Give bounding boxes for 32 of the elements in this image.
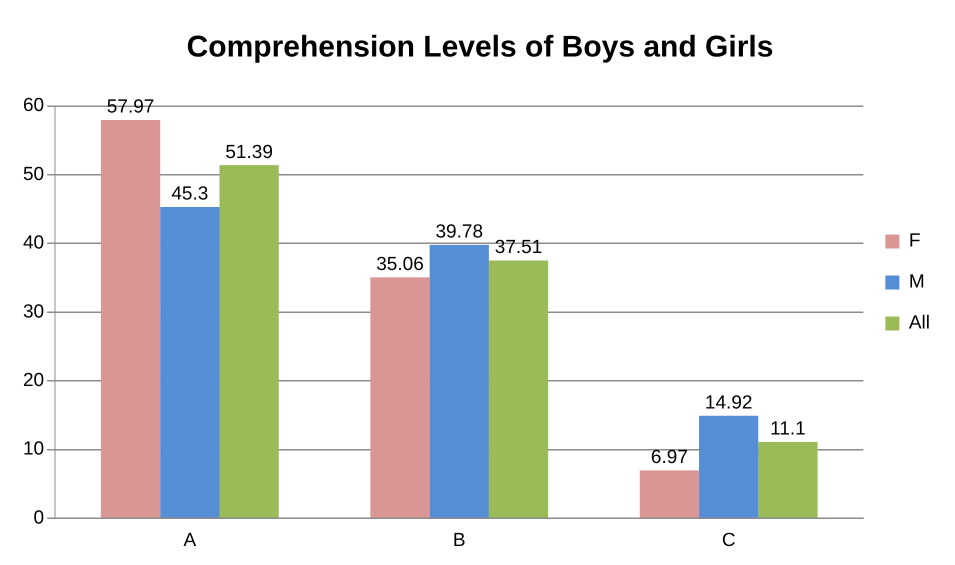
data-label: 37.51 bbox=[494, 237, 542, 258]
bar bbox=[370, 277, 430, 518]
bar bbox=[430, 244, 489, 518]
bar bbox=[488, 260, 548, 518]
x-tick-label: A bbox=[184, 530, 196, 551]
y-tick-label: 40 bbox=[22, 232, 44, 254]
data-label: 39.78 bbox=[435, 222, 484, 243]
bar bbox=[100, 120, 160, 518]
data-label: 6.97 bbox=[650, 447, 688, 468]
y-tick-label: 10 bbox=[22, 438, 44, 460]
legend-label: M bbox=[908, 272, 925, 293]
bar bbox=[219, 165, 279, 518]
y-tick-label: 30 bbox=[22, 301, 44, 322]
bar bbox=[758, 442, 818, 518]
data-label: 35.06 bbox=[376, 254, 424, 276]
x-tick-label: B bbox=[452, 530, 466, 551]
y-tick-label: 50 bbox=[22, 164, 44, 185]
data-label: 45.3 bbox=[171, 184, 208, 205]
x-tick-label: C bbox=[722, 530, 736, 551]
chart-title: Comprehension Levels of Boys and Girls bbox=[186, 30, 774, 64]
data-label: 11.1 bbox=[770, 418, 806, 440]
y-tick-label: 20 bbox=[22, 370, 44, 392]
bar bbox=[640, 470, 700, 518]
y-tick-label: 0 bbox=[34, 507, 44, 528]
bar bbox=[699, 416, 758, 518]
legend-label: F bbox=[908, 230, 920, 252]
data-label: 57.97 bbox=[106, 96, 154, 118]
y-tick-label: 60 bbox=[22, 95, 44, 116]
bar bbox=[160, 206, 220, 518]
legend-label: All bbox=[908, 312, 930, 334]
data-label: 14.92 bbox=[704, 392, 752, 414]
data-label: 51.39 bbox=[225, 142, 273, 163]
